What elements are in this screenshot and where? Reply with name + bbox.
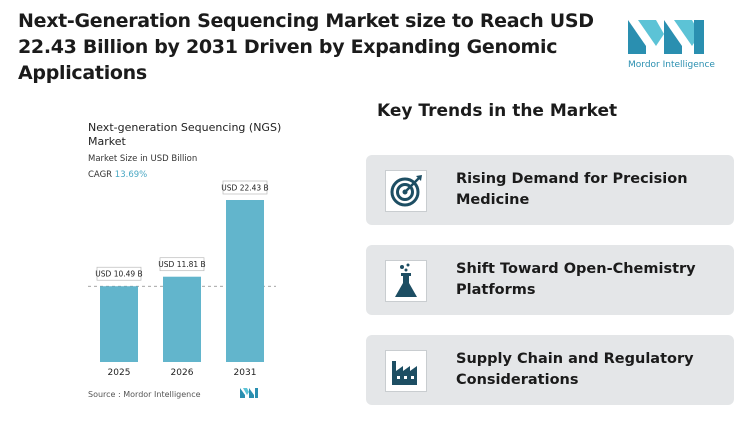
icon [385, 170, 427, 212]
flask-icon [395, 263, 417, 297]
bar [163, 276, 201, 362]
trend-text: Supply Chain and Regulatory Consideratio… [456, 351, 694, 388]
bar [100, 286, 138, 362]
value-label-box [159, 257, 205, 272]
logo-text: Mordor Intelligence [628, 60, 715, 70]
trend-text: Shift Toward Open-Chemistry Platforms [456, 261, 696, 298]
trend-card: Supply Chain and Regulatory Consideratio… [366, 335, 734, 405]
source-logo [240, 388, 258, 398]
trend-card: Shift Toward Open-Chemistry Platforms [366, 245, 734, 315]
x-tick-label: 2031 [234, 368, 257, 378]
page-title: Next-Generation Sequencing Market size t… [18, 10, 594, 84]
source: Source : Mordor Intelligence [88, 390, 201, 399]
bar [226, 200, 264, 362]
icon [385, 350, 427, 392]
cagr: CAGR 13.69% [88, 170, 147, 180]
logo-mark [628, 20, 704, 54]
trends-title: Key Trends in the Market [377, 101, 618, 121]
icon [385, 260, 427, 302]
target-icon [390, 175, 422, 207]
value-label: USD 10.49 B [95, 270, 142, 279]
x-tick-label: 2026 [171, 368, 194, 378]
trend-text: Rising Demand for Precision Medicine [456, 171, 688, 208]
value-label: USD 11.81 B [158, 260, 205, 269]
chart-title-line: Next-generation Sequencing (NGS) Market [88, 121, 281, 148]
x-tick-label: 2025 [108, 368, 131, 378]
logo: Mordor Intelligence [628, 16, 718, 70]
chart: Next-generation Sequencing (NGS) Market M… [88, 121, 281, 399]
factory-icon [392, 361, 417, 385]
cagr-value: 13.69% [115, 170, 147, 180]
value-label-box [222, 180, 268, 195]
cagr-label: CAGR [88, 170, 112, 180]
chart-subtitle: Market Size in USD Billion [88, 154, 197, 164]
trend-card: Rising Demand for Precision Medicine [366, 155, 734, 225]
value-label: USD 22.43 B [221, 184, 268, 193]
value-label-box [96, 266, 142, 281]
